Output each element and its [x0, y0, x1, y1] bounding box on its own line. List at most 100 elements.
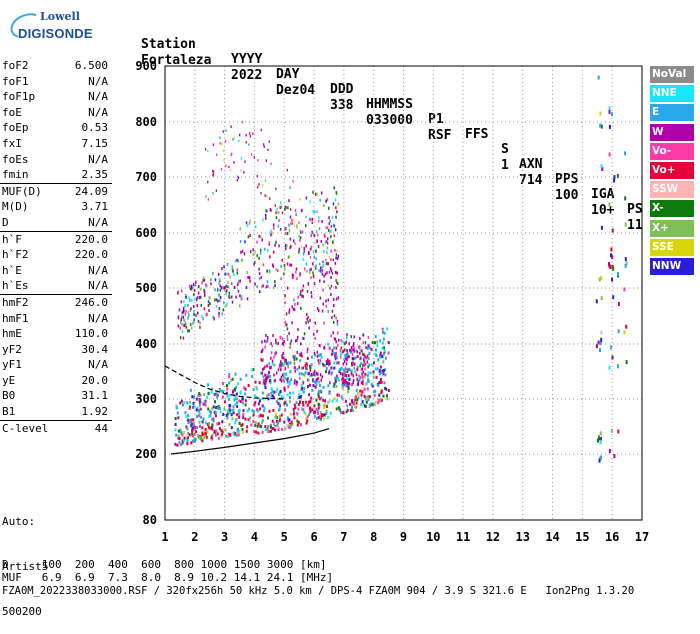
x-tick-label: 6 [310, 530, 317, 544]
echo-point [348, 355, 350, 359]
echo-point [244, 160, 246, 163]
echo-point [610, 345, 613, 350]
echo-point [241, 428, 244, 431]
echo-point [180, 431, 183, 435]
echo-point [207, 149, 209, 153]
echo-point [325, 240, 327, 243]
echo-point [293, 381, 296, 385]
echo-point [248, 143, 250, 146]
echo-point [327, 400, 330, 404]
echo-point [235, 396, 238, 400]
echo-point [235, 295, 237, 299]
echo-point [359, 389, 362, 393]
echo-point [271, 427, 274, 430]
echo-point [327, 298, 329, 302]
echo-point [323, 345, 326, 349]
echo-point [239, 240, 242, 243]
echo-point [349, 402, 352, 406]
echo-point [378, 369, 381, 373]
echo-point [335, 385, 338, 388]
echo-point [361, 400, 364, 404]
echo-point [286, 380, 289, 384]
param-name: h`F [2, 232, 22, 246]
echo-point [263, 367, 265, 371]
echo-point [224, 139, 227, 143]
header-value-ddd: 338 [330, 98, 354, 113]
echo-point [180, 399, 183, 403]
echo-point [231, 267, 234, 270]
echo-point [292, 307, 295, 311]
echo-point [326, 246, 329, 250]
echo-point [183, 430, 186, 434]
echo-point [367, 377, 369, 381]
echo-point [317, 376, 319, 380]
echo-point [219, 427, 221, 431]
echo-point [284, 231, 287, 235]
echo-point [364, 341, 367, 345]
echo-point [360, 356, 362, 360]
echo-point [304, 371, 307, 375]
echo-point [357, 392, 360, 396]
echo-point [343, 374, 345, 378]
param-row: h`E N/A [0, 263, 112, 279]
echo-point [324, 234, 326, 238]
echo-point [248, 419, 251, 423]
echo-point [316, 307, 319, 311]
echo-point [262, 414, 264, 418]
echo-point [599, 341, 602, 345]
echo-point [221, 286, 223, 290]
echo-point [608, 202, 611, 207]
param-row: foE N/A [0, 105, 112, 121]
param-name: foF1 [2, 74, 29, 88]
echo-point [328, 228, 330, 232]
echo-point [204, 431, 207, 435]
echo-point [198, 398, 201, 401]
x-tick-label: 11 [456, 530, 470, 544]
echo-point [340, 355, 342, 359]
echo-point [236, 401, 238, 405]
echo-point [333, 397, 336, 401]
echo-point [289, 345, 291, 349]
echo-point [193, 288, 196, 292]
echo-point [192, 283, 195, 287]
echo-point [346, 368, 349, 372]
echo-point [381, 327, 384, 331]
echo-point [237, 259, 239, 263]
echo-point [207, 300, 210, 304]
echo-point [297, 403, 300, 406]
echo-point [197, 434, 200, 438]
echo-point [600, 330, 603, 335]
param-value: 20.0 [81, 373, 109, 387]
y-tick-label: 800 [135, 115, 157, 129]
param-value: 3.71 [81, 200, 109, 214]
echo-point [335, 270, 337, 274]
echo-point [271, 344, 273, 348]
echo-point [374, 400, 377, 404]
echo-point [376, 340, 379, 344]
echo-point [383, 381, 386, 385]
echo-point [304, 412, 307, 416]
echo-point [599, 431, 602, 436]
echo-point [190, 424, 193, 428]
echo-point [368, 363, 371, 367]
echo-point [199, 325, 201, 329]
echo-point [218, 314, 220, 318]
echo-point [225, 304, 227, 308]
echo-point [221, 142, 223, 145]
echo-point [289, 342, 292, 346]
echo-point [283, 420, 286, 424]
echo-point [300, 351, 303, 355]
echo-point [251, 368, 254, 372]
echo-point [264, 382, 266, 386]
echo-point [190, 307, 192, 311]
echo-point [381, 355, 384, 359]
echo-point [306, 350, 309, 354]
echo-point [193, 318, 195, 322]
echo-point [325, 199, 327, 203]
echo-point [363, 364, 365, 367]
echo-point [318, 380, 321, 384]
echo-point [343, 368, 346, 372]
echo-point [273, 363, 276, 367]
echo-point [300, 407, 303, 411]
echo-point [266, 373, 269, 377]
